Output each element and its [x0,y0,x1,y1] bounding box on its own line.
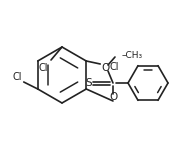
Text: Cl: Cl [38,63,48,73]
Text: Cl: Cl [109,62,119,72]
Text: S: S [85,78,92,88]
Text: –CH₃: –CH₃ [122,51,143,59]
Text: O: O [109,92,117,102]
Text: Cl: Cl [12,72,22,82]
Text: O: O [101,63,109,73]
